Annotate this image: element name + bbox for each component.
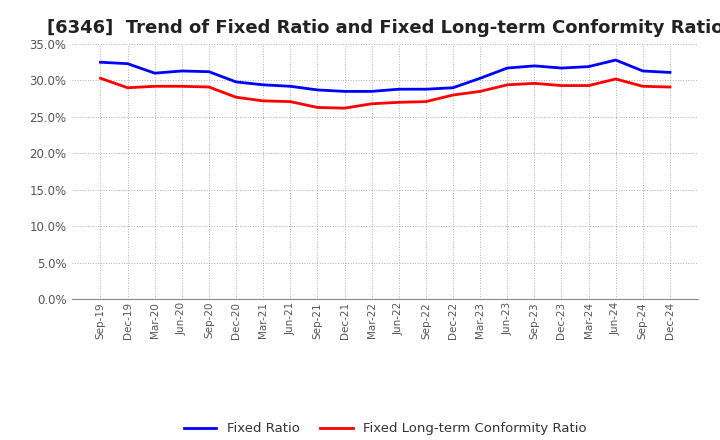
Fixed Long-term Conformity Ratio (341, 106, 349, 111)
Fixed Ratio (367, 89, 376, 94)
Fixed Long-term Conformity Ratio (286, 99, 294, 104)
Fixed Long-term Conformity Ratio (421, 99, 430, 104)
Fixed Ratio (665, 70, 674, 75)
Fixed Ratio (530, 63, 539, 69)
Fixed Ratio (259, 82, 268, 88)
Fixed Long-term Conformity Ratio (639, 84, 647, 89)
Fixed Long-term Conformity Ratio (259, 98, 268, 103)
Fixed Ratio (150, 70, 159, 76)
Fixed Long-term Conformity Ratio (123, 85, 132, 90)
Fixed Ratio (96, 59, 105, 65)
Fixed Long-term Conformity Ratio (96, 76, 105, 81)
Fixed Ratio (449, 85, 457, 90)
Fixed Long-term Conformity Ratio (584, 83, 593, 88)
Fixed Long-term Conformity Ratio (204, 84, 213, 90)
Fixed Ratio (557, 66, 566, 71)
Fixed Long-term Conformity Ratio (313, 105, 322, 110)
Fixed Long-term Conformity Ratio (557, 83, 566, 88)
Fixed Long-term Conformity Ratio (665, 84, 674, 90)
Fixed Long-term Conformity Ratio (367, 101, 376, 106)
Fixed Ratio (204, 69, 213, 74)
Fixed Long-term Conformity Ratio (178, 84, 186, 89)
Fixed Ratio (395, 87, 403, 92)
Fixed Ratio (611, 57, 620, 62)
Fixed Long-term Conformity Ratio (530, 81, 539, 86)
Fixed Long-term Conformity Ratio (150, 84, 159, 89)
Fixed Ratio (123, 61, 132, 66)
Fixed Ratio (286, 84, 294, 89)
Line: Fixed Long-term Conformity Ratio: Fixed Long-term Conformity Ratio (101, 78, 670, 108)
Title: [6346]  Trend of Fixed Ratio and Fixed Long-term Conformity Ratio: [6346] Trend of Fixed Ratio and Fixed Lo… (47, 19, 720, 37)
Fixed Ratio (584, 64, 593, 69)
Fixed Ratio (313, 87, 322, 92)
Fixed Long-term Conformity Ratio (449, 92, 457, 98)
Fixed Long-term Conformity Ratio (476, 89, 485, 94)
Fixed Ratio (639, 68, 647, 73)
Line: Fixed Ratio: Fixed Ratio (101, 60, 670, 92)
Fixed Long-term Conformity Ratio (503, 82, 511, 88)
Fixed Ratio (476, 76, 485, 81)
Fixed Long-term Conformity Ratio (611, 77, 620, 82)
Fixed Long-term Conformity Ratio (232, 95, 240, 100)
Fixed Ratio (178, 68, 186, 73)
Fixed Long-term Conformity Ratio (395, 100, 403, 105)
Fixed Ratio (503, 66, 511, 71)
Fixed Ratio (232, 79, 240, 84)
Legend: Fixed Ratio, Fixed Long-term Conformity Ratio: Fixed Ratio, Fixed Long-term Conformity … (179, 417, 592, 440)
Fixed Ratio (421, 87, 430, 92)
Fixed Ratio (341, 89, 349, 94)
